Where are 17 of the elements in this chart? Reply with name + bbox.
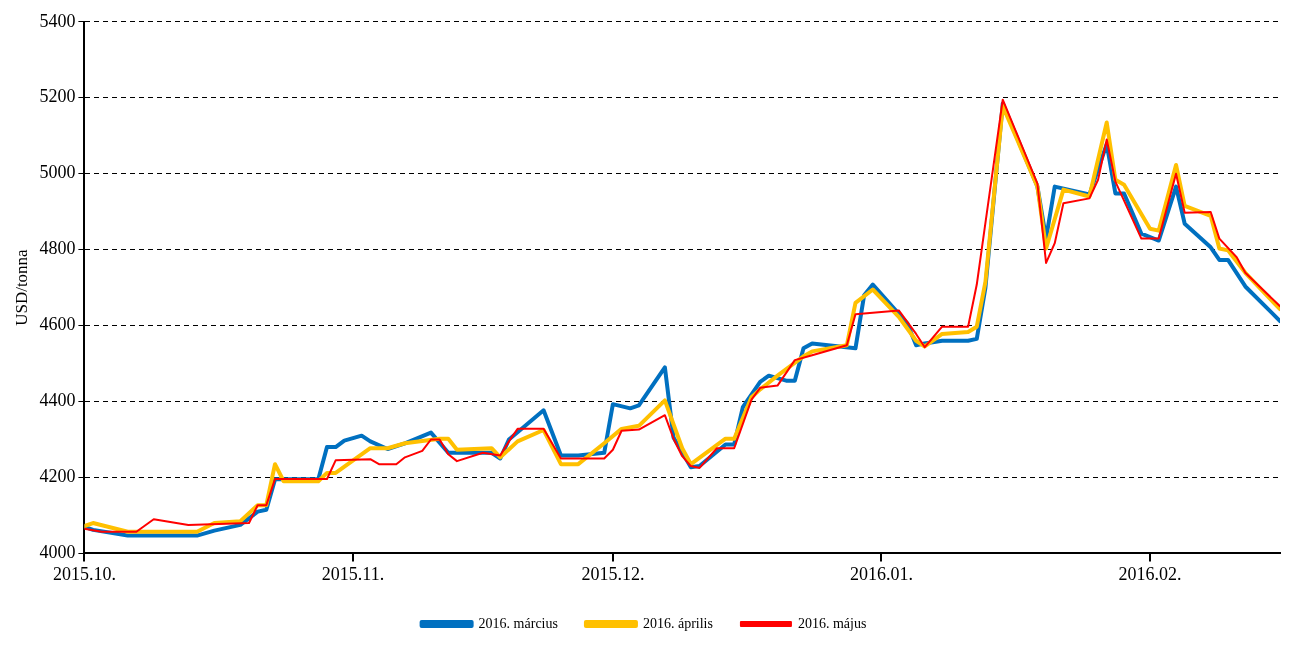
y-tick-label: 5400 [39, 10, 76, 31]
y-tick-label: 4400 [39, 390, 76, 411]
y-tick-label: 5000 [39, 162, 76, 183]
y-tick-label: 4600 [39, 314, 76, 335]
legend-label: 2016. április [642, 615, 713, 631]
x-tick-label: 2016.02. [1118, 563, 1182, 584]
y-tick-label: 4200 [39, 466, 76, 487]
legend-label: 2016. március [478, 615, 558, 631]
y-tick-label: 5200 [39, 86, 76, 107]
y-tick-label: 4000 [39, 542, 76, 563]
y-tick-label: 4800 [39, 238, 76, 259]
x-tick-label: 2015.12. [581, 563, 645, 584]
x-tick-label: 2015.10. [52, 563, 116, 584]
x-tick-label: 2015.11. [321, 563, 385, 584]
x-tick-label: 2016.01. [849, 563, 913, 584]
y-axis-title: USD/tonna [11, 248, 31, 326]
legend-label: 2016. május [797, 615, 867, 631]
